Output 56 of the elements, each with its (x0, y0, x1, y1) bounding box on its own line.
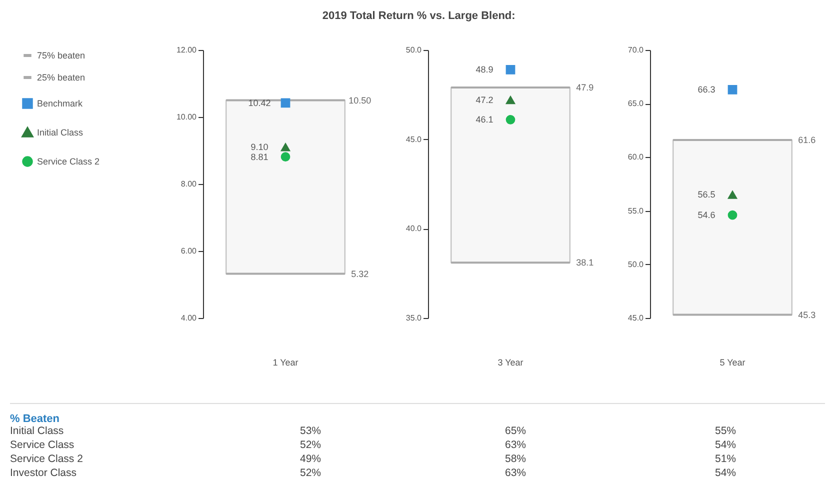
text: 53% (300, 425, 322, 437)
text: 63% (505, 439, 526, 451)
text: 75% beaten (37, 50, 86, 60)
data-label: 9.10 (250, 142, 268, 152)
legend-label: Initial Class (37, 128, 84, 138)
y-tick-label: 12.00 (176, 46, 198, 54)
data-label: 48.9 (476, 64, 494, 75)
y-tick-label: 40.0 (406, 224, 422, 234)
data-label: 8.81 (250, 152, 268, 162)
legend-label: Service Class 2 (37, 156, 100, 166)
data-label: 66.3 (698, 84, 716, 95)
category-label: Initial Class (10, 425, 64, 437)
y-tick-label: 4.00 (180, 314, 198, 322)
category-label: Service Class 2 (10, 453, 83, 465)
x-tick-label: 1 Year (272, 358, 298, 368)
category-label: Service Class (10, 439, 74, 451)
legend-label: Benchmark (37, 98, 84, 108)
text: 51% (715, 453, 736, 465)
ref-line-label: 5.32 (351, 268, 369, 279)
y-tick-label: 45.0 (628, 314, 644, 322)
text: 55% (715, 425, 736, 437)
y-tick-label: 45.0 (406, 134, 422, 144)
x-tick-label: 3 Year (498, 358, 524, 368)
text: 52% (300, 467, 322, 479)
category-label: Investor Class (10, 467, 77, 479)
y-tick-label: 50.0 (406, 46, 422, 54)
ref-line-label: 45.3 (798, 310, 816, 320)
y-tick-label: 70.0 (628, 46, 644, 54)
data-label: 54.6 (698, 210, 716, 220)
y-tick-label: 6.00 (180, 246, 198, 256)
text: 63% (505, 467, 526, 479)
ref-line-label: 38.1 (576, 258, 594, 268)
data-label: 10.42 (248, 98, 271, 108)
data-label: 46.1 (476, 114, 494, 125)
y-tick-label: 60.0 (628, 152, 644, 162)
text: 54% (715, 439, 736, 451)
text: 2019 Total Return % vs. Large Blend: (322, 10, 516, 22)
x-tick-label: 5 Year (720, 358, 746, 368)
y-tick-label: 10.00 (176, 112, 198, 122)
text: 54% (715, 467, 736, 479)
text: 58% (505, 453, 526, 465)
y-tick-label: 55.0 (628, 206, 644, 216)
text: 25% beaten (37, 72, 86, 82)
y-tick-label: 35.0 (406, 314, 422, 322)
ref-line-label: 47.9 (576, 82, 594, 93)
y-tick-label: 50.0 (628, 260, 644, 269)
ref-line-label: 61.6 (798, 135, 816, 146)
y-tick-label: 65.0 (628, 99, 644, 108)
data-label: 47.2 (476, 95, 494, 106)
data-label: 56.5 (698, 190, 716, 200)
text: % Beaten (10, 413, 61, 425)
text: 49% (300, 453, 322, 465)
ref-line-label: 10.50 (348, 95, 372, 106)
y-tick-label: 8.00 (180, 180, 198, 188)
text: 65% (505, 425, 526, 437)
text: 52% (300, 439, 322, 451)
